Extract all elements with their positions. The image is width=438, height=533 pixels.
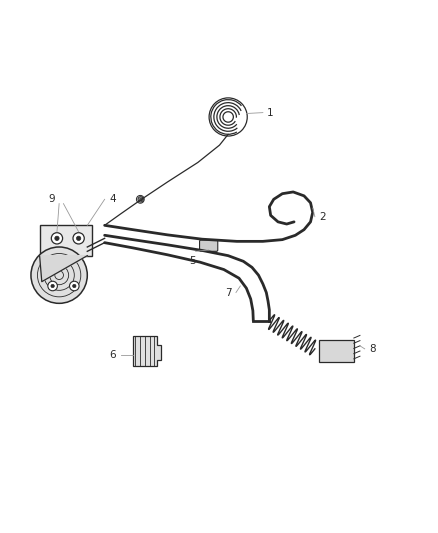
Text: 9: 9	[48, 195, 55, 204]
Circle shape	[72, 284, 76, 288]
Text: 4: 4	[109, 195, 115, 204]
FancyBboxPatch shape	[39, 225, 92, 256]
Circle shape	[51, 284, 54, 288]
Circle shape	[48, 281, 57, 291]
Polygon shape	[133, 336, 161, 366]
Circle shape	[73, 233, 84, 244]
Circle shape	[76, 236, 81, 240]
Text: 6: 6	[110, 350, 116, 360]
Circle shape	[55, 236, 59, 240]
Text: 5: 5	[189, 256, 195, 265]
FancyBboxPatch shape	[199, 240, 217, 252]
FancyBboxPatch shape	[318, 340, 353, 362]
Circle shape	[69, 281, 79, 291]
Text: 2: 2	[318, 212, 325, 222]
Circle shape	[51, 233, 63, 244]
Circle shape	[31, 247, 87, 303]
Circle shape	[139, 198, 142, 200]
Text: 7: 7	[225, 287, 231, 297]
Polygon shape	[39, 256, 87, 281]
Circle shape	[138, 197, 143, 202]
Text: 8: 8	[368, 344, 375, 354]
Text: 1: 1	[267, 108, 273, 118]
Circle shape	[136, 196, 144, 203]
